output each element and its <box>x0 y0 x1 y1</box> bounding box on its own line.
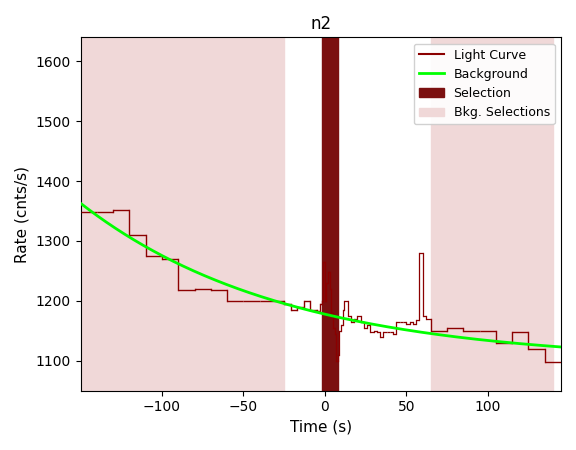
X-axis label: Time (s): Time (s) <box>290 420 352 435</box>
Title: n2: n2 <box>310 15 331 33</box>
Bar <box>81 37 284 391</box>
Y-axis label: Rate (cnts/s): Rate (cnts/s) <box>15 166 30 262</box>
Legend: Light Curve, Background, Selection, Bkg. Selections: Light Curve, Background, Selection, Bkg.… <box>414 44 555 124</box>
Bar <box>321 37 338 391</box>
Bar <box>431 37 553 391</box>
